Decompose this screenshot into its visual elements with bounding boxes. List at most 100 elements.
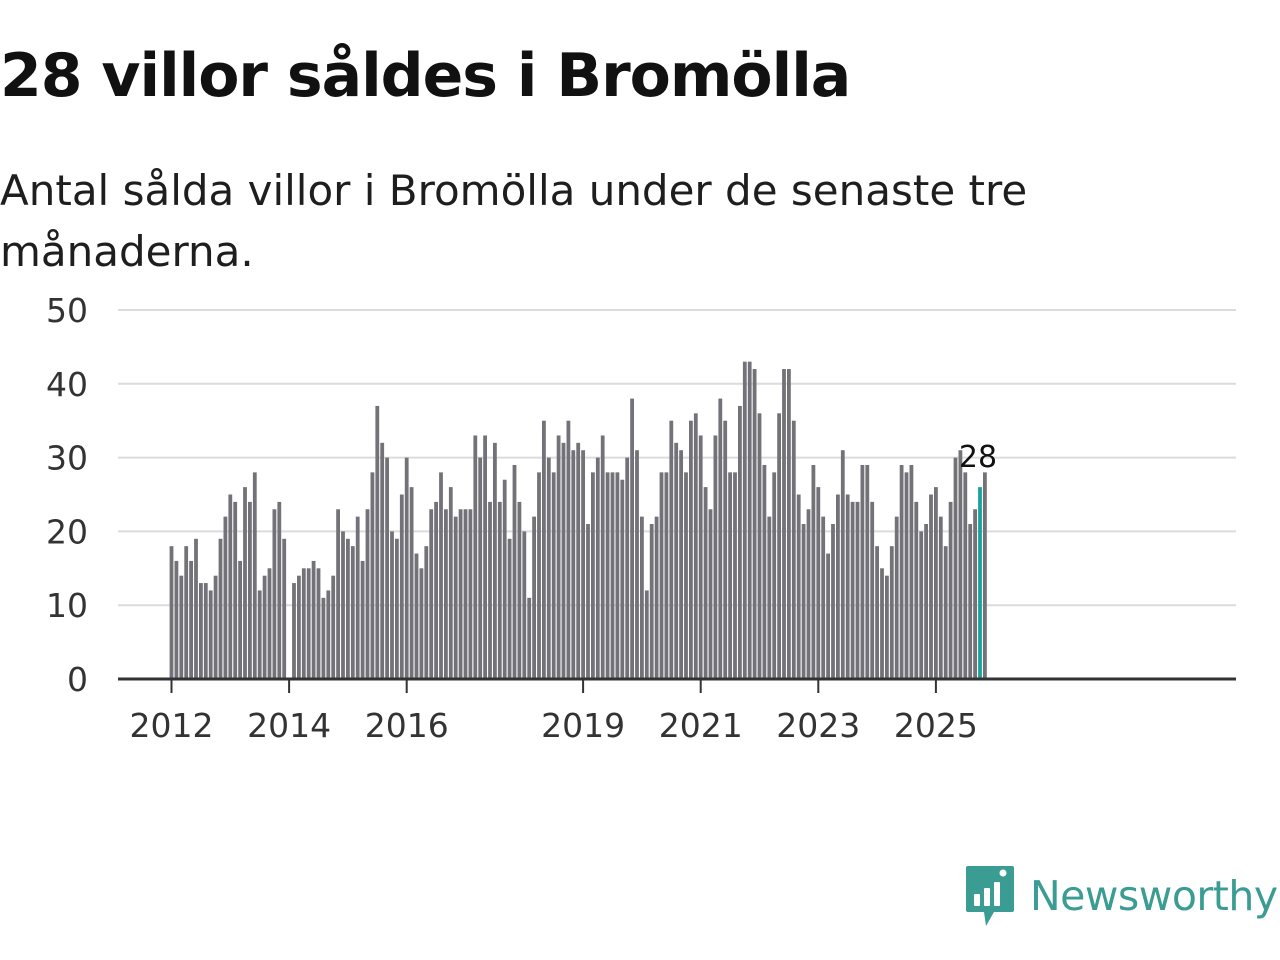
bar (899, 464, 904, 679)
x-tick-label-2025: 2025 (894, 706, 978, 745)
bar (635, 450, 639, 679)
bar (757, 413, 762, 679)
brand-name: Newsworthy (1030, 872, 1278, 920)
bar (860, 464, 865, 679)
bar (821, 516, 826, 679)
bar (458, 509, 463, 679)
bar (370, 472, 375, 679)
bar (693, 413, 698, 679)
bar (870, 501, 875, 679)
y-tick-label-50: 50 (46, 291, 88, 330)
bar (791, 420, 796, 679)
bar (252, 472, 257, 679)
bar (404, 457, 409, 679)
bar (806, 509, 811, 679)
bar (532, 516, 536, 679)
bar (787, 369, 791, 679)
bar (468, 509, 473, 679)
bar (350, 546, 355, 679)
bar (375, 405, 380, 679)
bar (488, 501, 492, 679)
bar (208, 590, 213, 679)
bar (723, 420, 728, 679)
bar (248, 501, 252, 679)
y-gridlines (118, 309, 1236, 607)
bar (664, 472, 669, 679)
bar (179, 575, 184, 679)
bar (889, 546, 894, 679)
newsworthy-brand: Newsworthy (964, 864, 1278, 928)
bar (674, 442, 679, 679)
bar (747, 361, 752, 679)
bar (419, 568, 424, 679)
bar (272, 509, 277, 679)
bar (355, 516, 360, 679)
bar (213, 575, 218, 679)
chart-title: 28 villor såldes i Bromölla (0, 41, 851, 111)
bar (429, 509, 434, 679)
y-tick-label-30: 30 (46, 439, 88, 478)
bar (546, 457, 551, 679)
bar (777, 413, 781, 679)
bar (424, 546, 429, 679)
bar (586, 524, 590, 679)
bar (610, 472, 615, 679)
bar (189, 560, 193, 679)
bar (605, 472, 610, 679)
bar (453, 516, 458, 679)
bar (463, 509, 468, 679)
bar (233, 501, 238, 679)
bar (684, 472, 688, 679)
bar (483, 435, 487, 679)
bar (395, 538, 399, 679)
bar (850, 501, 855, 679)
bar (649, 524, 654, 679)
highlight-value-label: 28 (959, 440, 997, 475)
bar (801, 524, 806, 679)
bar (478, 457, 483, 679)
y-tick-label-10: 10 (46, 586, 88, 625)
bar (640, 516, 644, 679)
bar (845, 494, 850, 679)
bar (669, 420, 674, 679)
bar (909, 464, 914, 679)
bar (958, 450, 963, 679)
bar (316, 568, 321, 679)
bar (963, 472, 968, 679)
bar (929, 494, 933, 679)
bar (782, 369, 786, 679)
bar (713, 435, 718, 679)
bar (968, 524, 973, 679)
bar (840, 450, 845, 679)
bar (885, 575, 889, 679)
bar (497, 501, 502, 679)
bar (262, 575, 267, 679)
bar (620, 479, 625, 679)
bar (331, 575, 336, 679)
bar (169, 546, 174, 679)
x-tick-label-2012: 2012 (130, 706, 214, 745)
bar (938, 516, 943, 679)
bar (493, 442, 497, 679)
bar (894, 516, 899, 679)
bar (194, 538, 198, 679)
bar (772, 472, 777, 679)
y-tick-label-0: 0 (67, 660, 88, 699)
bar (836, 494, 840, 679)
bar (184, 546, 189, 679)
bar (948, 501, 953, 679)
bar (762, 464, 767, 679)
bar (708, 509, 713, 679)
bar (326, 590, 331, 679)
bar (399, 494, 404, 679)
bar (551, 472, 556, 679)
bar (257, 590, 262, 679)
x-tick-label-2014: 2014 (247, 706, 331, 745)
bar (831, 524, 835, 679)
bar (336, 509, 340, 679)
bar (728, 472, 732, 679)
bar (689, 420, 693, 679)
bar (297, 575, 301, 679)
bar (811, 464, 816, 679)
